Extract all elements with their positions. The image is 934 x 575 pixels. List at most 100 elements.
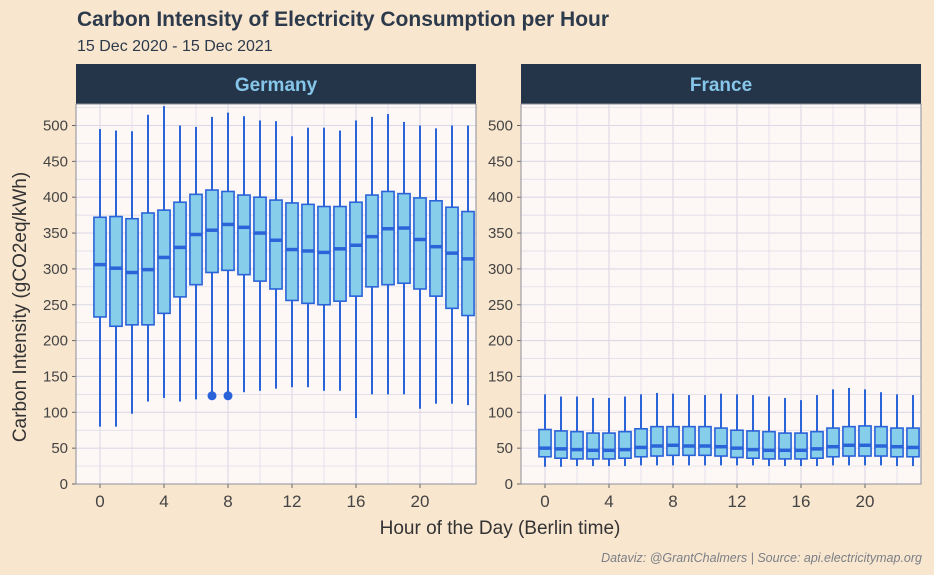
box-iqr — [109, 215, 123, 328]
boxplot-hour-0 — [93, 129, 107, 427]
boxplot-hour-7 — [650, 392, 664, 466]
box-iqr — [778, 432, 792, 460]
box-iqr — [826, 427, 840, 458]
x-tick-label: 12 — [283, 492, 302, 511]
box-iqr — [237, 194, 251, 276]
y-tick-label: 350 — [43, 225, 68, 242]
box-iqr — [810, 430, 824, 459]
box-iqr — [538, 428, 552, 458]
y-tick-label: 150 — [43, 368, 68, 385]
boxplot-hour-15 — [778, 397, 792, 467]
x-tick-label: 8 — [223, 492, 232, 511]
source-caption: Dataviz: @GrantChalmers | Source: api.el… — [601, 551, 922, 565]
y-tick-label: 0 — [60, 476, 68, 493]
y-axis-label: Carbon Intensity (gCO2eq/kWh) — [10, 172, 31, 442]
boxplot-hour-14 — [317, 127, 331, 391]
boxplot-hour-11 — [269, 121, 283, 389]
y-tick-label: 250 — [43, 297, 68, 314]
y-tick-label: 250 — [488, 297, 513, 314]
boxplot-hour-21 — [874, 392, 888, 466]
y-tick-label: 450 — [43, 153, 68, 170]
box-iqr — [317, 205, 331, 306]
y-tick-label: 200 — [43, 333, 68, 350]
box-iqr — [365, 194, 379, 288]
box-iqr — [189, 193, 203, 286]
boxplot-hour-2 — [125, 131, 139, 414]
box-iqr — [602, 432, 616, 460]
box-iqr — [429, 199, 443, 297]
facet-strip — [76, 64, 476, 104]
box-iqr — [570, 430, 584, 460]
boxplot-hour-9 — [237, 116, 251, 393]
x-tick-label: 12 — [728, 492, 747, 511]
box-iqr — [746, 430, 760, 459]
y-tick-label: 0 — [505, 476, 513, 493]
y-tick-label: 50 — [496, 440, 513, 457]
boxplot-hour-1 — [554, 396, 568, 467]
box-iqr — [730, 429, 744, 459]
box-iqr — [714, 427, 728, 457]
box-iqr — [762, 430, 776, 460]
panel-germany: Germany 0 50 100 150 200 250 300 350 400 450 500 0 4 8… — [43, 64, 477, 511]
outlier-point — [207, 391, 217, 401]
box-iqr — [157, 209, 171, 315]
boxplot-hour-10 — [698, 395, 712, 466]
panel-border — [75, 103, 477, 485]
facet-strip — [521, 64, 921, 104]
boxplot-hour-19 — [842, 387, 856, 466]
x-tick-label: 0 — [95, 492, 104, 511]
x-tick-label: 4 — [159, 492, 168, 511]
chart-title: Carbon Intensity of Electricity Consumpt… — [77, 8, 610, 31]
box-iqr — [445, 206, 459, 310]
outlier-point — [223, 391, 233, 401]
boxplot-hour-17 — [810, 395, 824, 467]
boxplot-hour-15 — [333, 130, 347, 391]
y-tick-label: 300 — [43, 261, 68, 278]
facet-strip-label: France — [690, 75, 752, 96]
box-iqr — [682, 425, 696, 457]
boxplot-hour-11 — [714, 393, 728, 466]
box-iqr — [269, 199, 283, 290]
boxplot-hour-21 — [429, 128, 443, 404]
boxplot-hour-20 — [858, 389, 872, 466]
box-iqr — [221, 190, 235, 272]
box-iqr — [173, 201, 187, 298]
box-iqr — [301, 203, 315, 305]
boxplot-hour-18 — [381, 114, 395, 395]
x-tick-label: 16 — [347, 492, 366, 511]
boxplot-hour-8 — [221, 112, 235, 395]
box-iqr — [906, 427, 920, 458]
box-iqr — [554, 430, 568, 459]
y-tick-label: 200 — [488, 333, 513, 350]
box-iqr — [634, 427, 648, 458]
x-axis-label: Hour of the Day (Berlin time) — [380, 518, 621, 539]
y-tick-label: 50 — [51, 440, 68, 457]
boxplot-hour-2 — [570, 396, 584, 467]
facet-strip-label: Germany — [235, 75, 318, 96]
boxplot-hour-13 — [301, 127, 315, 388]
boxplot-hour-5 — [173, 125, 187, 402]
x-tick-label: 16 — [792, 492, 811, 511]
boxplot-hour-20 — [413, 125, 427, 409]
x-tick-label: 20 — [856, 492, 875, 511]
y-tick-label: 350 — [488, 225, 513, 242]
boxplot-hour-0 — [538, 394, 552, 467]
x-tick-label: 0 — [540, 492, 549, 511]
box-iqr — [890, 427, 904, 458]
box-iqr — [381, 190, 395, 286]
box-iqr — [666, 425, 680, 457]
boxplot-hour-4 — [157, 106, 171, 398]
boxplot-hour-12 — [730, 394, 744, 466]
boxplot-hour-8 — [666, 393, 680, 466]
panel-border — [520, 103, 922, 485]
y-tick-label: 300 — [488, 261, 513, 278]
chart-subtitle: 15 Dec 2020 - 15 Dec 2021 — [77, 38, 273, 55]
boxplot-hour-16 — [794, 400, 808, 467]
boxplot-hour-13 — [746, 395, 760, 466]
box-iqr — [858, 425, 872, 457]
boxplot-hour-18 — [826, 389, 840, 466]
box-iqr — [618, 430, 632, 459]
boxplot-hour-3 — [586, 397, 600, 467]
boxplot-hour-9 — [682, 395, 696, 466]
box-iqr — [794, 432, 808, 460]
